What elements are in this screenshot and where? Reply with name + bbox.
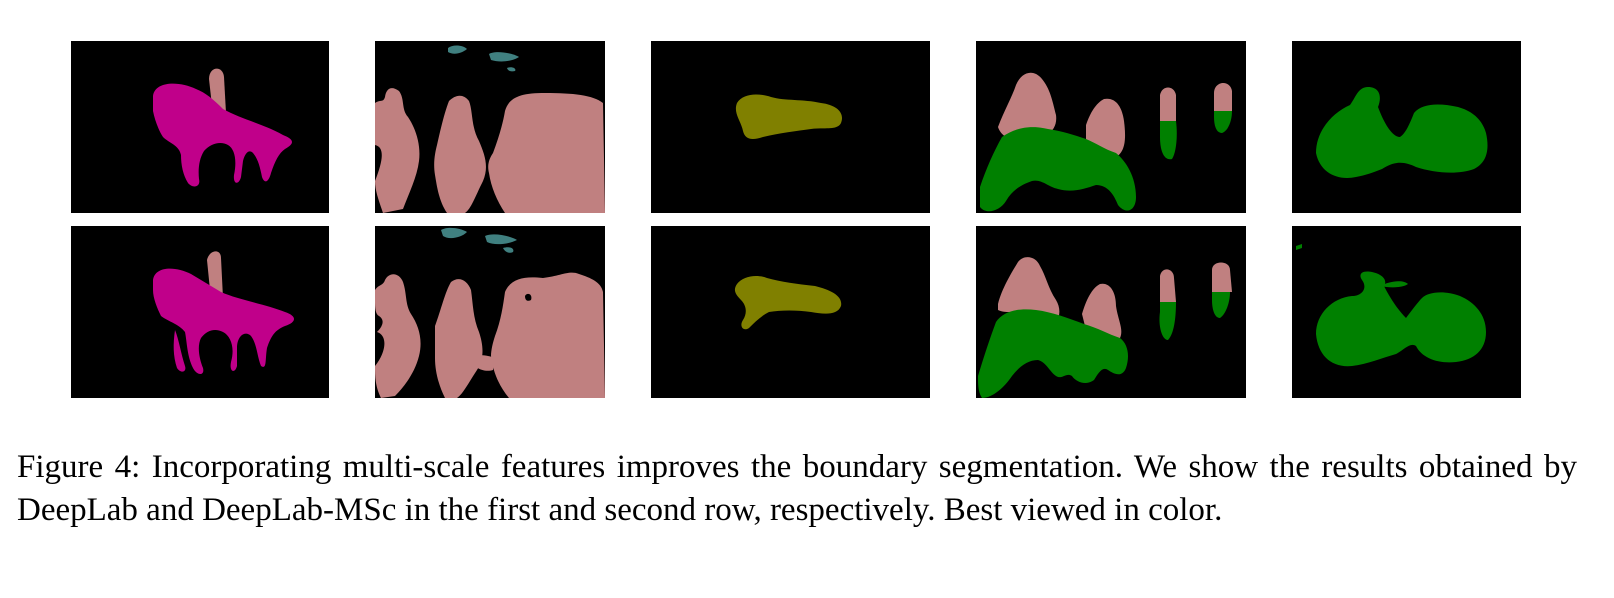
seg-tile-row2-col1 xyxy=(71,226,329,398)
figure-caption: Figure 4: Incorporating multi-scale feat… xyxy=(17,449,1577,528)
seg-tile-row1-col4 xyxy=(976,41,1246,213)
seg-tile-row1-col2 xyxy=(375,41,605,213)
segmentation-mask xyxy=(153,68,292,187)
segmentation-mask xyxy=(1316,87,1488,178)
seg-tile-row2-col2 xyxy=(375,226,605,398)
seg-tile-row2-col4 xyxy=(976,226,1246,398)
segmentation-mask xyxy=(153,251,294,374)
segmentation-mask xyxy=(734,276,842,330)
segmentation-mask xyxy=(375,45,605,213)
segmentation-mask xyxy=(375,227,605,398)
seg-tile-row1-col1 xyxy=(71,41,329,213)
segmentation-mask xyxy=(735,94,843,139)
segmentation-mask xyxy=(1296,244,1486,367)
seg-tile-row1-col3 xyxy=(651,41,930,213)
seg-tile-row2-col3 xyxy=(651,226,930,398)
seg-tile-row1-col5 xyxy=(1292,41,1521,213)
segmentation-mask xyxy=(978,257,1232,398)
segmentation-mask xyxy=(980,72,1232,212)
seg-tile-row2-col5 xyxy=(1292,226,1521,398)
